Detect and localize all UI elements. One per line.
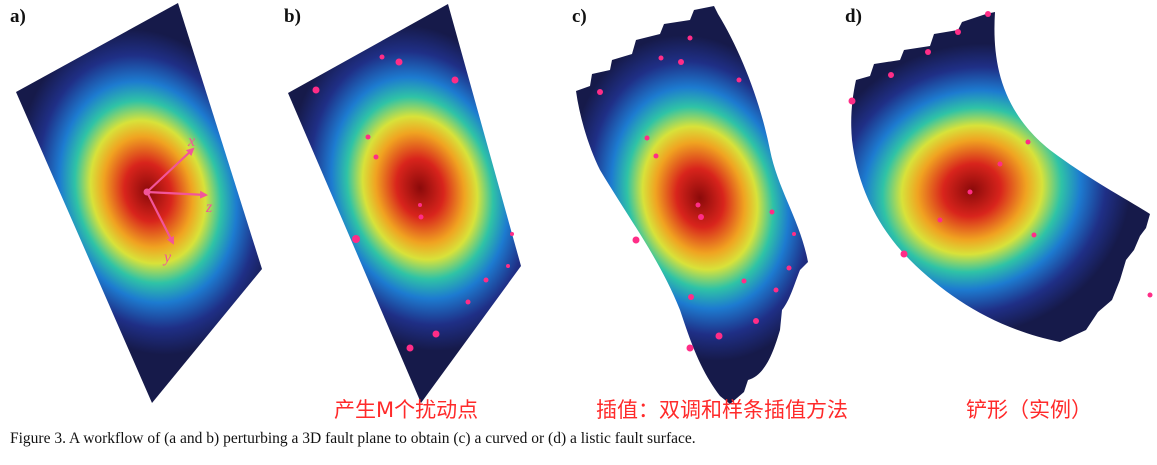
axis-x-arrow <box>146 147 195 193</box>
axis-x-label: x <box>187 133 195 150</box>
perturb-point <box>597 89 603 95</box>
perturb-point <box>510 232 514 236</box>
axis-y-label: y <box>162 249 172 266</box>
panel-b-surface <box>288 4 521 403</box>
panel-a-axes: x z y <box>143 133 213 266</box>
perturb-point <box>653 153 659 159</box>
perturb-point <box>695 202 701 208</box>
panel-c-points <box>597 35 796 352</box>
perturb-point <box>741 278 747 284</box>
perturb-point <box>848 97 856 105</box>
perturb-point <box>925 49 931 55</box>
perturb-point <box>451 76 459 84</box>
perturb-point <box>1031 232 1037 238</box>
perturb-point <box>888 72 894 78</box>
perturb-point <box>786 265 792 271</box>
perturb-point <box>465 299 471 305</box>
perturb-point <box>686 344 694 352</box>
perturb-point <box>395 58 403 66</box>
panel-b-points <box>312 54 514 352</box>
perturb-point <box>379 54 385 60</box>
axis-z-arrow <box>146 190 208 199</box>
perturb-point <box>687 35 693 41</box>
perturb-point <box>406 344 414 352</box>
panel-label-d: d) <box>845 6 862 27</box>
axis-y-arrow <box>146 191 174 245</box>
perturb-point <box>736 77 742 83</box>
panel-label-c: c) <box>572 6 587 27</box>
perturb-point <box>967 189 973 195</box>
panel-c-surface <box>576 6 808 404</box>
annotation-interpolation: 插值：双调和样条插值方法 <box>596 398 848 422</box>
axis-z-label: z <box>205 199 213 216</box>
perturb-point <box>937 217 943 223</box>
panel-a-surface <box>16 3 262 403</box>
perturb-point <box>658 55 664 61</box>
perturb-point <box>432 330 440 338</box>
panel-label-b: b) <box>284 6 301 27</box>
perturb-point <box>698 214 704 220</box>
perturb-point <box>955 29 961 35</box>
panel-d-points <box>848 11 1153 298</box>
perturb-point <box>678 59 684 65</box>
perturb-point <box>418 214 424 220</box>
panel-d-surface <box>851 12 1150 342</box>
perturb-point <box>418 203 422 207</box>
perturb-point <box>753 318 759 324</box>
figure-caption: Figure 3. A workflow of (a and b) pertur… <box>10 430 696 447</box>
perturb-point <box>1147 292 1153 298</box>
perturb-point <box>773 287 779 293</box>
perturb-point <box>365 134 371 140</box>
perturb-point <box>688 294 694 300</box>
perturb-point <box>792 232 796 236</box>
perturb-point <box>373 154 379 160</box>
perturb-point <box>997 161 1003 167</box>
perturb-point <box>715 332 723 340</box>
annotation-perturb-points: 产生M个扰动点 <box>334 398 479 422</box>
perturb-point <box>1025 139 1031 145</box>
perturb-point <box>769 209 775 215</box>
perturb-point <box>506 264 510 268</box>
perturb-point <box>483 277 489 283</box>
perturb-point <box>985 11 991 17</box>
perturb-point <box>644 135 650 141</box>
perturb-point <box>312 86 320 94</box>
perturb-point <box>352 235 360 243</box>
annotation-listric: 铲形（实例） <box>966 398 1092 422</box>
perturb-point <box>900 250 908 258</box>
perturb-point <box>632 236 640 244</box>
panel-label-a: a) <box>10 6 26 27</box>
